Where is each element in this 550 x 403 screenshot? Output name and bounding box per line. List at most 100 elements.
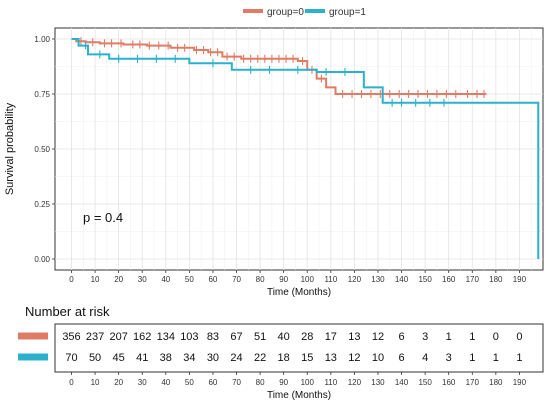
risk-count: 38: [160, 352, 172, 364]
risk-count: 50: [89, 352, 101, 364]
risk-count: 0: [493, 331, 499, 343]
risk-count: 6: [398, 331, 404, 343]
y-tick-label: 0.50: [34, 145, 50, 154]
risk-x-tick-label: 30: [138, 378, 147, 387]
x-tick-label: 150: [418, 275, 432, 284]
risk-count: 15: [301, 352, 313, 364]
risk-x-tick-label: 160: [442, 378, 456, 387]
x-tick-label: 80: [256, 275, 265, 284]
risk-count: 28: [301, 331, 313, 343]
risk-x-tick-label: 60: [208, 378, 217, 387]
y-tick-label: 0.25: [34, 200, 50, 209]
risk-count: 1: [516, 352, 522, 364]
x-tick-label: 180: [489, 275, 503, 284]
risk-count: 70: [65, 352, 77, 364]
x-tick-label: 60: [208, 275, 217, 284]
risk-count: 4: [422, 352, 428, 364]
risk-count: 45: [113, 352, 125, 364]
risk-count: 13: [348, 331, 360, 343]
legend-label-group0: group=0: [267, 7, 304, 18]
y-axis: 0.00 0.25 0.50 0.75 1.00: [34, 35, 55, 264]
risk-count: 356: [62, 331, 80, 343]
risk-count: 41: [136, 352, 148, 364]
risk-count: 67: [230, 331, 242, 343]
risk-count: 1: [446, 331, 452, 343]
risk-x-tick-label: 110: [324, 378, 337, 387]
risk-x-tick-label: 150: [418, 378, 432, 387]
risk-count: 18: [278, 352, 290, 364]
risk-count: 12: [372, 331, 384, 343]
x-tick-label: 70: [232, 275, 241, 284]
risk-x-tick-label: 130: [371, 378, 385, 387]
survival-curves: [71, 37, 540, 259]
risk-x-tick-label: 0: [69, 378, 74, 387]
risk-count: 1: [469, 331, 475, 343]
x-tick-label: 160: [442, 275, 456, 284]
x-tick-label: 90: [279, 275, 288, 284]
risk-count: 237: [86, 331, 104, 343]
risk-count: 40: [278, 331, 290, 343]
y-tick-label: 1.00: [34, 35, 50, 44]
risk-count: 24: [230, 352, 242, 364]
risk-x-tick-label: 170: [466, 378, 480, 387]
risk-x-tick-label: 10: [91, 378, 100, 387]
x-tick-label: 190: [513, 275, 527, 284]
survival-curve-group0: [71, 38, 487, 95]
x-tick-label: 100: [301, 275, 315, 284]
x-tick-label: 50: [185, 275, 194, 284]
y-tick-label: 0.00: [34, 255, 50, 264]
x-tick-label: 40: [161, 275, 170, 284]
risk-count: 1: [469, 352, 475, 364]
risk-count: 162: [133, 331, 151, 343]
x-tick-label: 140: [395, 275, 409, 284]
y-axis-title: Survival probability: [4, 102, 16, 195]
risk-count: 0: [516, 331, 522, 343]
risk-x-tick-label: 40: [161, 378, 170, 387]
risk-count: 6: [398, 352, 404, 364]
risk-count: 34: [183, 352, 195, 364]
risk-count: 30: [207, 352, 219, 364]
x-axis-title: Time (Months): [267, 287, 331, 298]
risk-table-panel: [54, 323, 544, 373]
risk-table-x-axis-title: Time (Months): [267, 390, 331, 401]
risk-x-tick-label: 50: [185, 378, 194, 387]
risk-x-tick-label: 70: [232, 378, 241, 387]
risk-x-tick-label: 80: [256, 378, 265, 387]
risk-x-tick-label: 120: [348, 378, 362, 387]
x-tick-label: 120: [348, 275, 362, 284]
legend: group=0 group=1: [243, 7, 366, 18]
risk-count: 13: [325, 352, 337, 364]
risk-count: 83: [207, 331, 219, 343]
risk-x-tick-label: 140: [395, 378, 409, 387]
x-tick-label: 130: [371, 275, 385, 284]
x-axis: 0 10 20 30 40 50 60 70 80 90 100 110 120 130 140 150 160…: [69, 270, 527, 284]
risk-count: 51: [254, 331, 266, 343]
risk-x-tick-label: 20: [114, 378, 123, 387]
x-tick-label: 20: [114, 275, 123, 284]
risk-x-tick-label: 90: [279, 378, 288, 387]
risk-count: 3: [422, 331, 428, 343]
risk-count: 22: [254, 352, 266, 364]
risk-count: 3: [446, 352, 452, 364]
x-tick-label: 10: [91, 275, 100, 284]
risk-count: 103: [180, 331, 198, 343]
p-value-annotation: p = 0.4: [83, 210, 123, 225]
legend-label-group1: group=1: [329, 7, 366, 18]
y-tick-label: 0.75: [34, 90, 50, 99]
survival-curve-group1: [71, 38, 540, 259]
x-tick-label: 0: [69, 275, 74, 284]
risk-count: 207: [109, 331, 127, 343]
risk-count: 1: [493, 352, 499, 364]
risk-x-tick-label: 190: [513, 378, 527, 387]
x-tick-label: 30: [138, 275, 147, 284]
x-tick-label: 110: [324, 275, 337, 284]
risk-count: 134: [157, 331, 175, 343]
series-group-0: [71, 37, 487, 98]
x-tick-label: 170: [466, 275, 480, 284]
risk-x-tick-label: 100: [301, 378, 315, 387]
risk-count: 10: [372, 352, 384, 364]
grid: [55, 28, 543, 270]
series-group-1: [71, 38, 540, 259]
risk-count: 12: [348, 352, 360, 364]
risk-x-tick-label: 180: [489, 378, 503, 387]
